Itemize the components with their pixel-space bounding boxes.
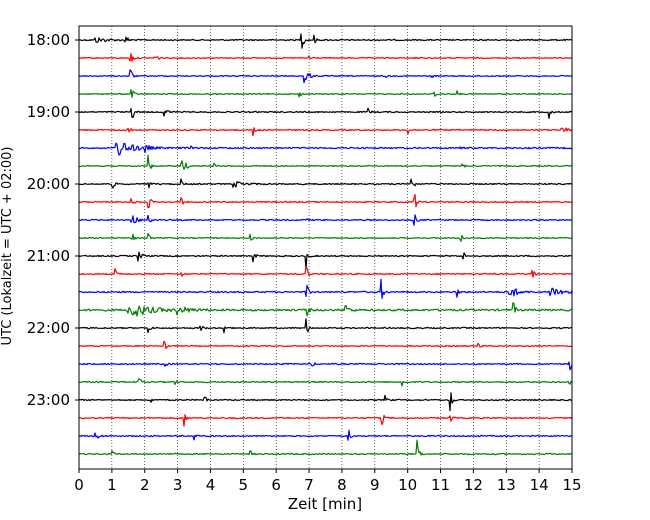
trace-2030 [78,214,572,226]
x-axis-ticks: 0 1 2 3 4 5 6 7 8 9 10 11 12 13 14 15 [74,469,582,494]
x-tick-label: 7 [304,476,314,494]
x-tick-label: 6 [271,476,281,494]
y-tick-label: 21:00 [27,247,70,265]
y-tick-label: 19:00 [27,103,70,121]
x-tick-label: 13 [497,476,516,494]
trace-2300 [78,392,573,412]
gridlines [111,26,540,469]
trace-2145 [78,302,572,317]
trace-1930 [78,142,573,156]
x-tick-label: 15 [562,476,581,494]
trace-1815 [78,52,573,62]
x-tick-label: 9 [370,476,380,494]
trace-2115 [78,266,573,278]
trace-2345 [78,439,573,456]
trace-2215 [78,340,573,350]
x-tick-label: 12 [464,476,483,494]
trace-1830 [78,69,573,84]
x-tick-label: 0 [74,476,84,494]
x-tick-label: 3 [173,476,183,494]
x-tick-label: 4 [206,476,216,494]
y-tick-label: 18:00 [27,31,70,49]
y-axis-label: UTC (Lokalzeit = UTC + 02:00) [0,147,15,346]
trace-2245 [78,378,573,387]
x-axis-label: Zeit [min] [288,495,362,513]
trace-2230 [78,361,573,371]
trace-2045 [78,233,573,242]
x-tick-label: 11 [431,476,450,494]
y-tick-label: 23:00 [27,391,70,409]
y-tick-label: 22:00 [27,319,70,337]
x-tick-label: 14 [530,476,549,494]
y-axis-ticks: 18:00 19:00 20:00 21:00 22:00 23:00 [27,31,79,409]
trace-2315 [78,414,573,427]
x-tick-label: 5 [239,476,249,494]
x-tick-label: 10 [398,476,417,494]
trace-2100 [78,251,573,270]
trace-2130 [78,278,573,299]
x-tick-label: 8 [337,476,347,494]
trace-2015 [78,193,573,209]
x-tick-label: 1 [107,476,117,494]
trace-1845 [78,88,573,99]
y-tick-label: 20:00 [27,175,70,193]
trace-1900 [78,107,573,120]
trace-2330 [79,429,573,441]
trace-1945 [78,154,573,170]
trace-2000 [78,178,573,189]
seismogram-traces [78,33,573,456]
plot-frame [78,25,573,470]
x-tick-label: 2 [140,476,150,494]
trace-1915 [78,127,573,137]
trace-1800 [78,33,573,49]
trace-2200 [78,318,573,334]
